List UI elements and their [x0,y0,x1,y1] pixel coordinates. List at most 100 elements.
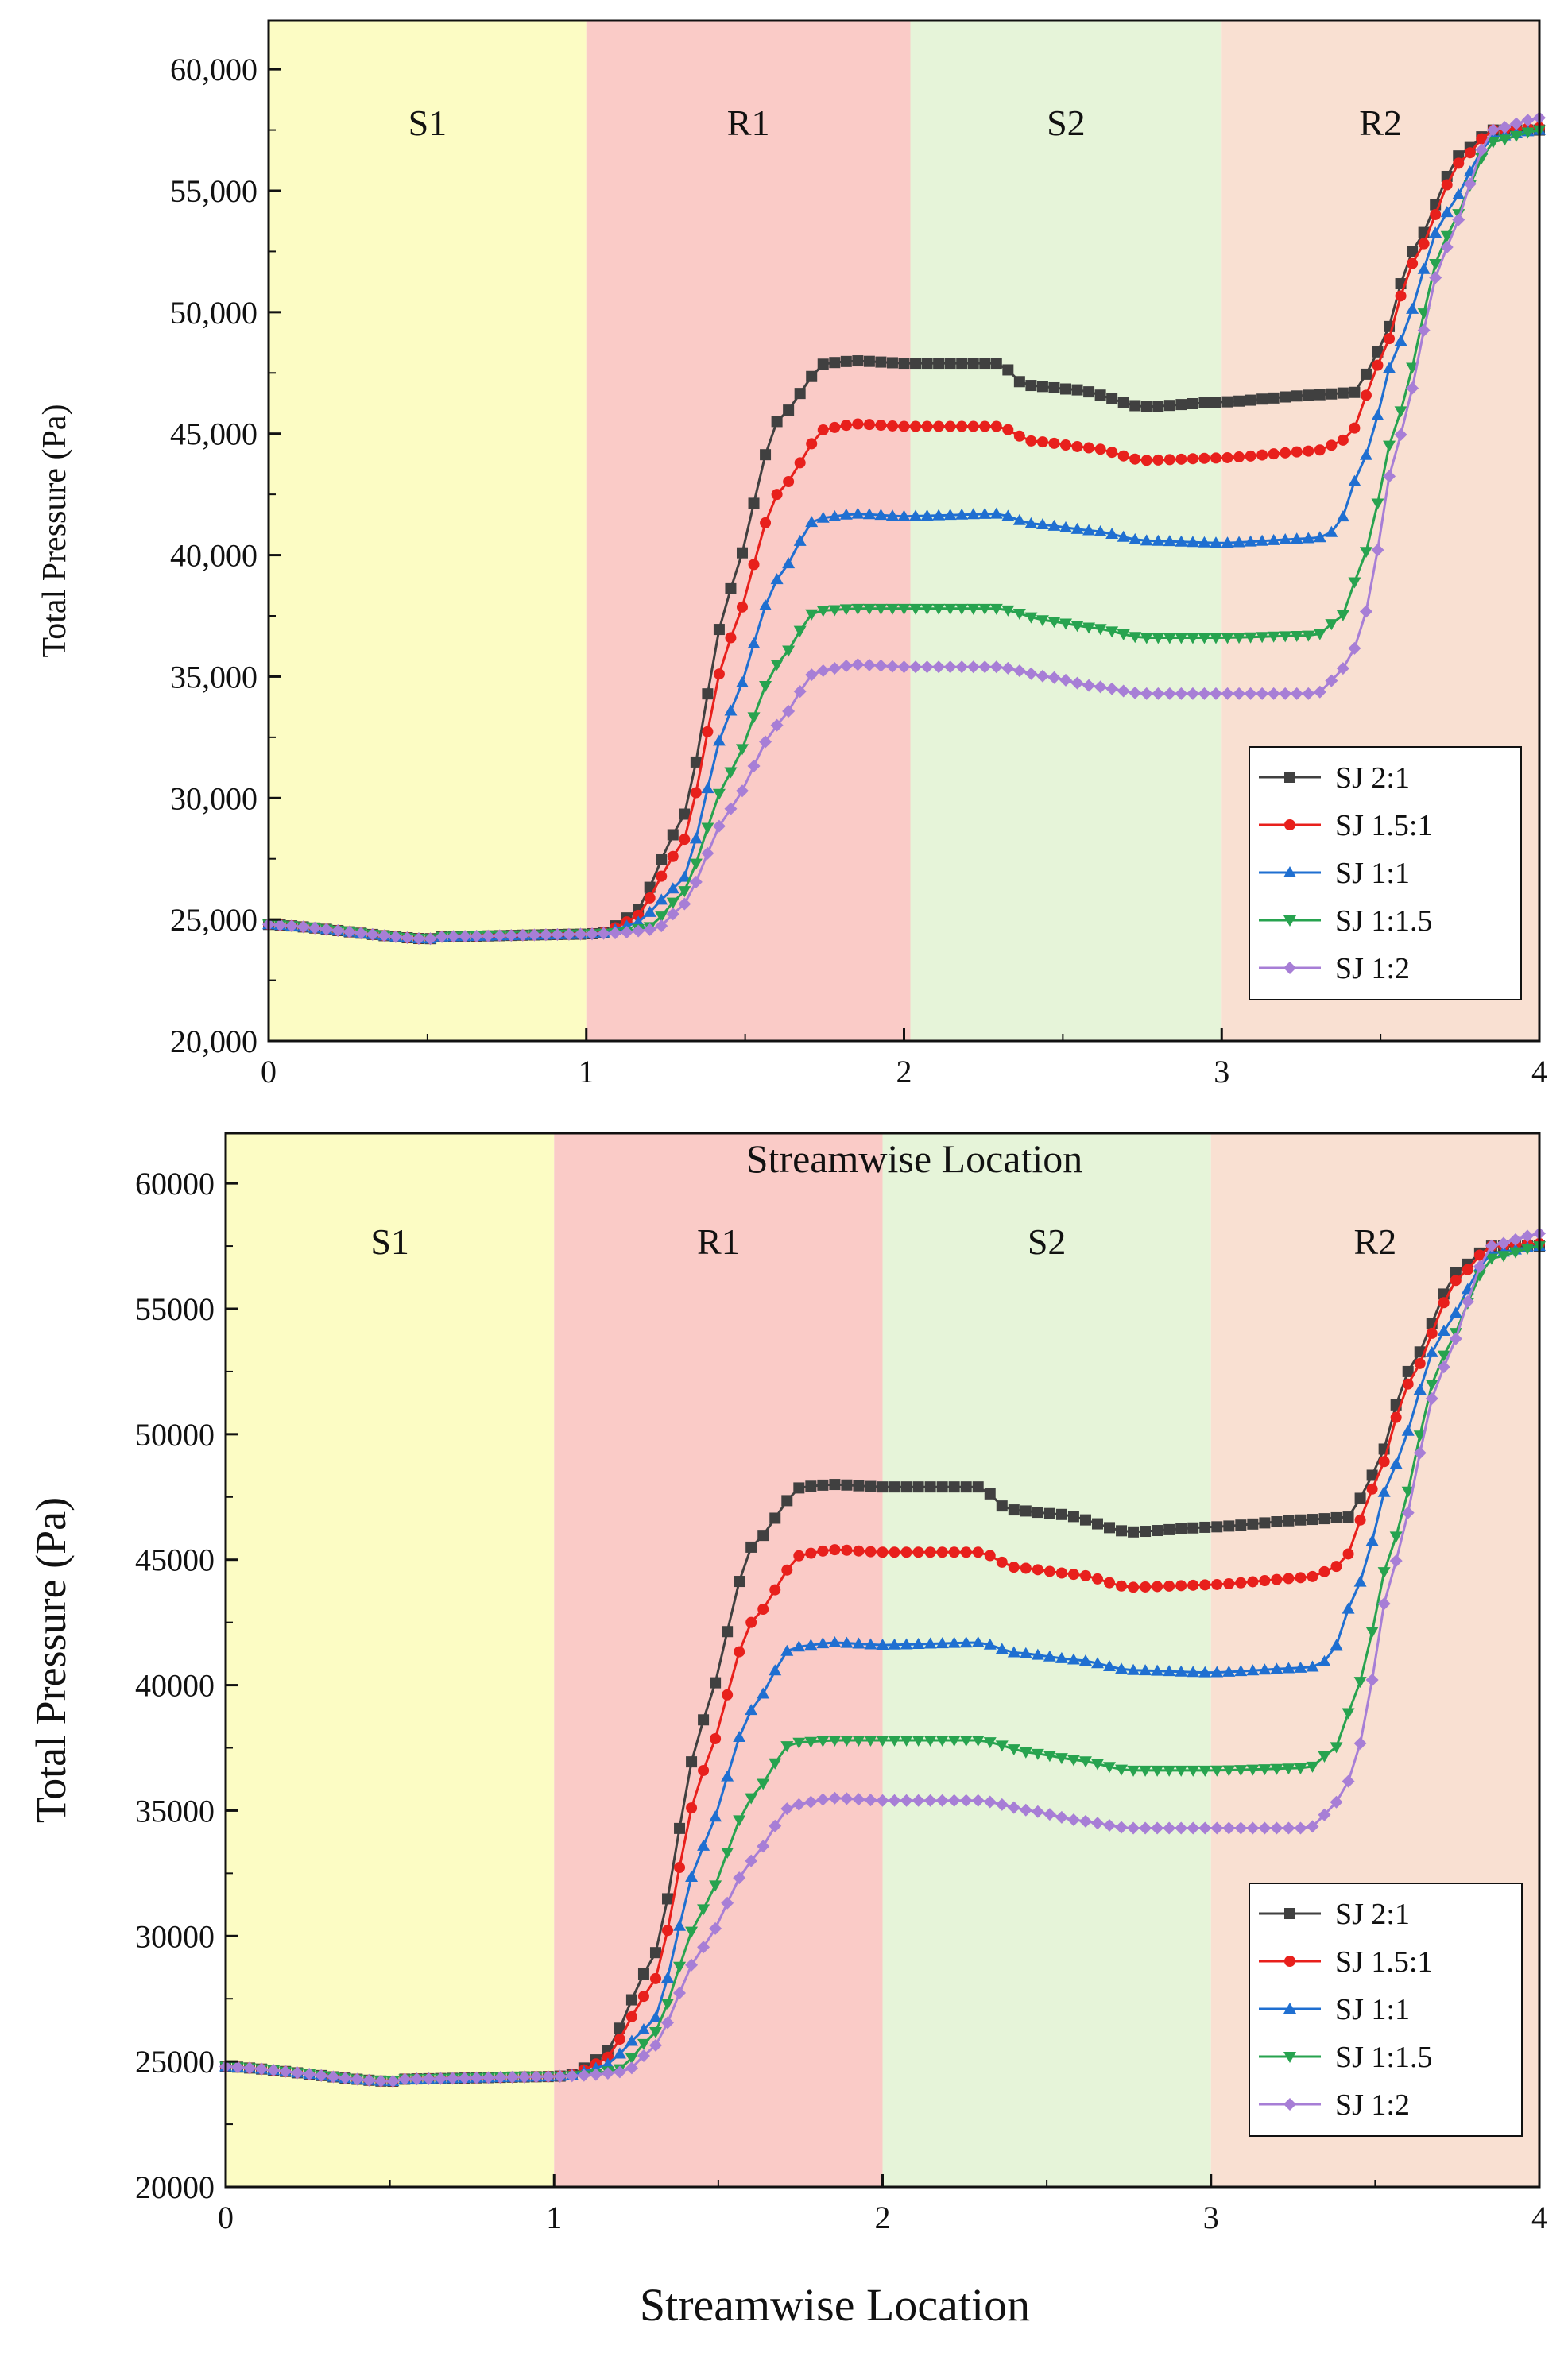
data-point [1342,1511,1354,1523]
data-point [1377,1485,1391,1497]
data-point [698,1714,710,1726]
data-point [1342,1602,1355,1614]
data-point [1280,391,1291,403]
data-point [805,1547,817,1559]
data-point [1117,397,1129,408]
data-point [828,1635,842,1647]
data-point [1091,1518,1103,1530]
data-point [967,420,979,432]
data-point [1163,400,1175,412]
data-point [805,609,819,621]
data-point [1094,680,1107,694]
data-point [978,507,992,519]
data-point [793,685,807,699]
data-point [1163,1523,1175,1535]
data-point [637,2023,650,2035]
data-point [794,457,806,469]
data-point [1496,1251,1510,1263]
data-point [643,905,656,917]
data-point [1031,1648,1044,1660]
region-s1 [269,21,587,1041]
data-point [983,1795,997,1809]
data-point [960,1481,972,1493]
data-point [1152,454,1164,466]
data-point [1353,1677,1367,1689]
legend-entry: SJ 1:2 [1259,952,1410,985]
data-point [1002,424,1014,435]
legend-marker [1284,1956,1295,1967]
data-point [956,420,968,432]
data-point [1371,544,1384,557]
data-point [724,704,738,716]
data-point [1129,400,1141,412]
data-point [1198,1765,1212,1777]
data-point [625,1994,637,2006]
data-point [1485,1253,1498,1265]
data-point [1437,1360,1450,1374]
data-point [1186,633,1199,644]
y-tick-label: 50000 [135,1417,215,1453]
data-point [1067,1653,1080,1665]
data-point [1407,257,1419,269]
data-point [1082,524,1096,536]
data-point [1186,687,1199,700]
data-point [1019,1803,1032,1817]
data-point [1425,1391,1438,1405]
data-point [686,1756,698,1768]
data-point [589,2068,602,2081]
x-tick-label: 4 [1531,1054,1547,1089]
data-point [1198,397,1210,409]
data-point [1417,323,1431,337]
data-point [853,1545,865,1557]
data-point [1013,430,1025,442]
data-point [1221,536,1234,548]
data-point [1440,206,1454,218]
data-point [792,1798,806,1811]
data-point [1395,290,1407,302]
data-point [1283,1515,1295,1527]
data-point [1279,532,1292,544]
data-point [1211,1578,1223,1590]
data-point [978,603,992,615]
data-point [996,1556,1008,1568]
data-point [1441,179,1453,191]
data-point [648,2026,662,2038]
data-point [551,927,564,941]
data-point [1012,609,1026,621]
data-point [1307,1570,1318,1582]
data-point [782,557,796,569]
data-point [1290,630,1303,642]
data-point [783,476,795,488]
data-point [1043,1507,1055,1519]
data-point [1059,618,1073,630]
data-point [661,2016,675,2030]
data-point [971,1794,985,1807]
data-point [516,928,529,942]
data-point [273,919,287,932]
data-point [308,921,322,935]
data-point [1031,1748,1044,1760]
data-point [769,1758,782,1770]
data-point [862,508,876,520]
data-point [1094,624,1107,636]
data-point [817,1479,829,1491]
data-point [769,1512,781,1524]
data-point [1115,1821,1129,1834]
data-point [839,508,853,520]
legend-entry: SJ 1:2 [1259,2088,1410,2122]
data-point [724,802,738,815]
legend-entry: SJ 2:1 [1259,761,1410,795]
data-point [649,1947,661,1959]
data-point [721,1770,734,1782]
data-point [666,897,679,909]
data-point [1371,409,1384,421]
data-point [782,645,796,657]
legend-marker [1284,772,1295,783]
data-point [1270,1763,1283,1775]
data-point [1394,335,1407,346]
data-point [1314,444,1326,456]
data-point [1163,1665,1176,1677]
data-point [840,1736,854,1747]
data-point [1245,394,1256,406]
